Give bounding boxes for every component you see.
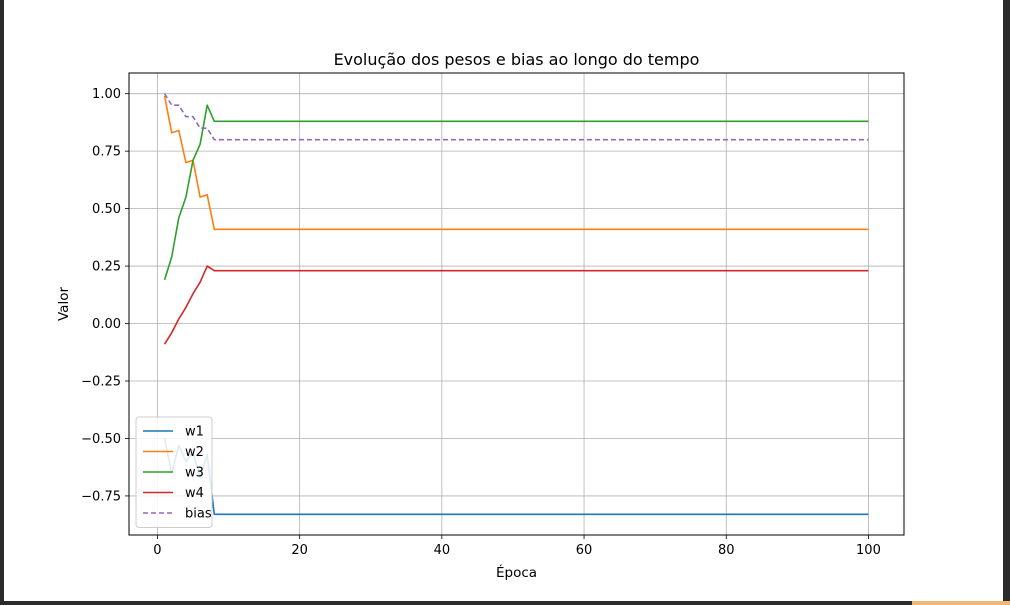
series-line-w2 <box>163 95 869 231</box>
series-line-w3 <box>163 104 869 281</box>
legend-box <box>135 416 213 528</box>
legend-label-w3: w3 <box>185 466 204 481</box>
figure-window: 0 20 40 60 80 100 −0.75 −0.50 −0.25 0.00 0.25 0.50 0… <box>4 0 1003 601</box>
x-tick-label: 0 <box>153 543 161 558</box>
axis-ticks: 0 20 40 60 80 100 −0.75 −0.50 −0.25 0.00 0.25 0.50 0… <box>81 87 881 558</box>
series-line-w1 <box>163 438 869 516</box>
plot-frame <box>128 72 905 536</box>
series-line-bias <box>163 93 869 141</box>
x-tick-label: 80 <box>718 543 735 558</box>
x-tick-label: 60 <box>576 543 593 558</box>
y-tick-label: −0.75 <box>81 489 121 504</box>
y-tick-label: 0.75 <box>92 145 121 160</box>
y-tick-label: 0.50 <box>92 202 121 217</box>
series-lines <box>163 93 869 516</box>
line-chart: 0 20 40 60 80 100 −0.75 −0.50 −0.25 0.00 0.25 0.50 0… <box>56 50 905 581</box>
legend-label-w2: w2 <box>185 445 204 460</box>
x-axis-label: Época <box>496 564 537 581</box>
y-axis-label: Valor <box>56 287 72 321</box>
x-tick-label: 100 <box>856 543 881 558</box>
y-tick-label: 0.00 <box>92 317 121 332</box>
grid <box>129 73 904 535</box>
legend-label-w1: w1 <box>185 425 204 440</box>
legend: w1 w2 w3 w4 bias <box>135 416 213 528</box>
y-tick-label: 0.25 <box>92 260 121 275</box>
y-tick-label: −0.25 <box>81 375 121 390</box>
y-tick-label: 1.00 <box>92 87 121 102</box>
legend-label-bias: bias <box>185 507 212 522</box>
legend-label-w4: w4 <box>185 486 204 501</box>
x-tick-label: 20 <box>291 543 308 558</box>
y-tick-label: −0.50 <box>81 432 121 447</box>
chart-title: Evolução dos pesos e bias ao longo do te… <box>334 50 700 69</box>
series-line-w4 <box>163 265 869 345</box>
x-tick-label: 40 <box>434 543 451 558</box>
window-accent-strip <box>912 601 1010 605</box>
